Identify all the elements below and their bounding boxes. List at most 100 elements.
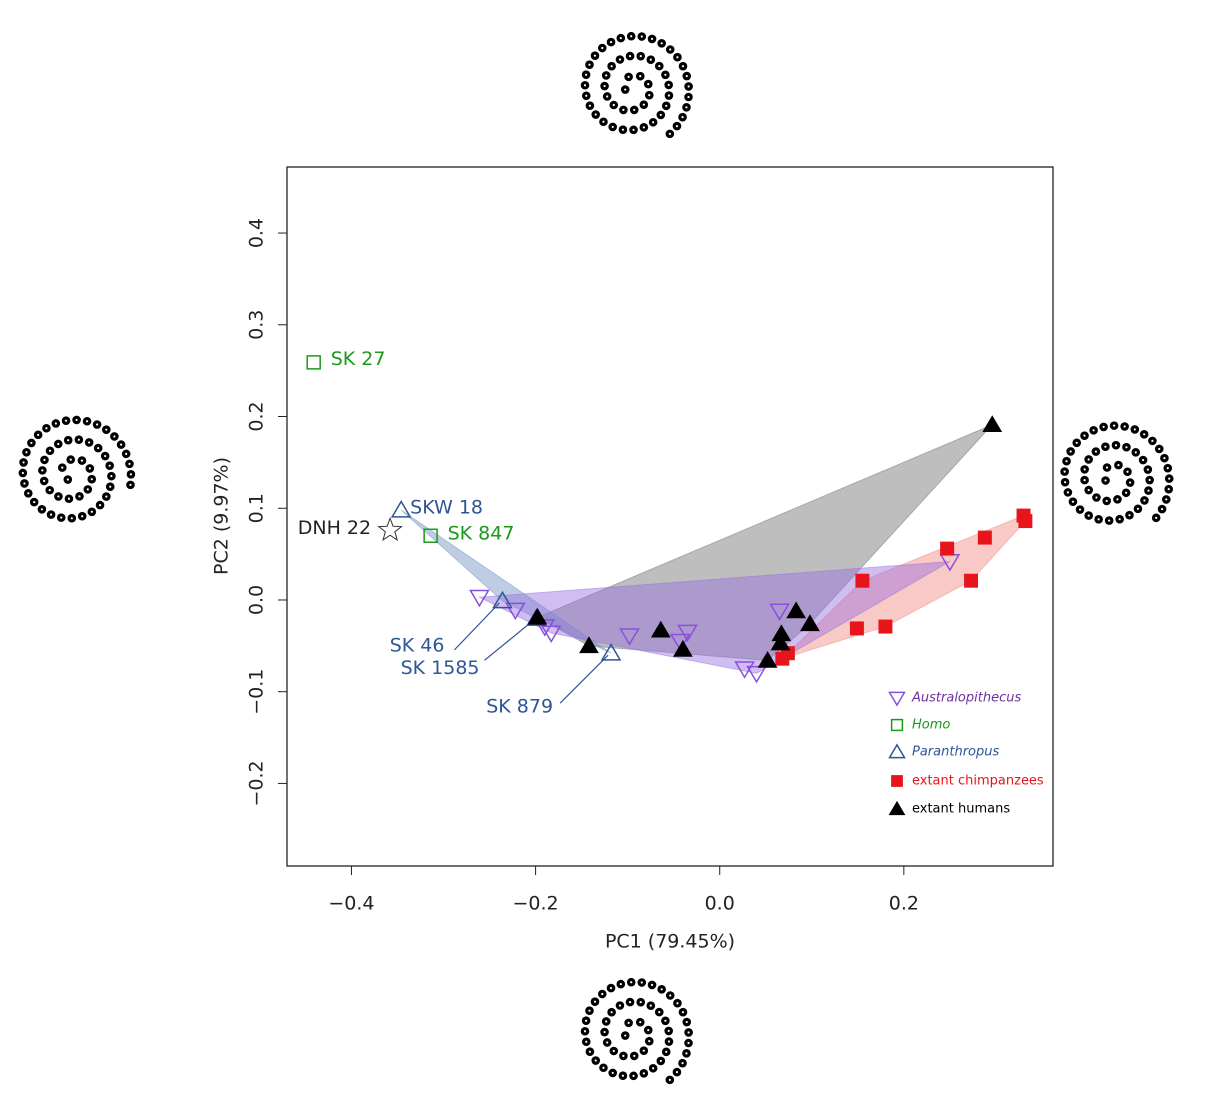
spiral-dot-center — [1066, 491, 1069, 494]
spiral-dot-center — [21, 471, 24, 475]
spiral-dot-center — [621, 1074, 625, 1077]
point — [977, 530, 992, 545]
spiral-dot-center — [584, 1019, 588, 1022]
spiral-dot-center — [633, 1054, 636, 1058]
spiral-dot-center — [1087, 458, 1090, 461]
point — [579, 636, 599, 654]
spiral-dot-center — [1166, 467, 1169, 470]
spiral-dot-center — [652, 121, 655, 124]
spiral-dot-center — [108, 464, 111, 467]
spiral-dot-center — [622, 108, 625, 112]
spiral-dot-center — [1113, 424, 1116, 427]
spiral-dot-center — [624, 88, 627, 91]
point — [770, 633, 791, 651]
spiral-dot-center — [624, 1034, 627, 1037]
spiral-dot-center — [583, 84, 587, 87]
spiral-dot-center — [23, 482, 26, 485]
spiral-dot-center — [1146, 468, 1149, 471]
spiral-dot-center — [609, 986, 613, 990]
spiral-dot-center — [1083, 434, 1086, 437]
spiral-dot-center — [642, 1072, 645, 1075]
point — [775, 651, 790, 666]
point — [492, 590, 513, 609]
spiral-dot-center — [1095, 496, 1098, 499]
spiral-dot-center — [1117, 463, 1120, 467]
point — [786, 601, 807, 619]
spiral-dot-center — [1143, 499, 1146, 502]
spiral-dot-center — [585, 1040, 588, 1043]
spiral-dot-center — [1065, 460, 1068, 463]
spiral-dot-center — [1114, 444, 1118, 447]
spiral-dot-center — [601, 992, 604, 996]
spiral-dot-center — [1108, 519, 1111, 522]
spiral-dot-center — [1151, 439, 1154, 442]
spiral-dot-center — [594, 1059, 597, 1062]
point — [390, 500, 412, 518]
legend-marker — [888, 691, 906, 707]
spiral-dot-center — [45, 427, 48, 430]
spiral-dot-center — [603, 1030, 606, 1034]
spiral-dot-center — [1075, 441, 1078, 444]
spiral-dot-center — [621, 128, 625, 131]
leader-line — [454, 602, 500, 651]
spiral-dot-center — [78, 495, 81, 498]
spiral-dot-center — [681, 116, 684, 119]
spiral-dot-center — [69, 458, 72, 461]
point — [800, 614, 820, 632]
spiral-dot-center — [658, 1011, 661, 1014]
spiral-dot-center — [1142, 458, 1145, 462]
spiral-dot-center — [54, 422, 57, 425]
spiral-dot-center — [1158, 447, 1161, 451]
spiral-dot-center — [1083, 468, 1086, 471]
spiral-dot-center — [67, 497, 71, 500]
legend-label: extant chimpanzees — [912, 774, 1044, 789]
spiral-dot-center — [77, 438, 80, 441]
spiral-dot-center — [129, 483, 132, 486]
y-axis-title: PC2 (9.97%) — [211, 457, 233, 575]
spiral-dot-center — [639, 1021, 642, 1024]
y-tick-label: 0.2 — [246, 401, 268, 431]
spiral-dot-center — [66, 478, 69, 481]
spiral-dot-center — [632, 1074, 635, 1077]
point — [600, 643, 622, 661]
point — [855, 573, 870, 588]
spiral-dot-center — [97, 446, 100, 450]
spiral-dot-center — [640, 35, 643, 38]
spiral-dot-center — [1104, 479, 1107, 482]
spiral-dot-center — [687, 85, 690, 88]
spiral-dot-center — [27, 492, 30, 495]
convex-hull — [536, 424, 993, 662]
spiral-dot-center — [86, 488, 89, 491]
spiral-dot-center — [30, 441, 33, 445]
point — [757, 650, 778, 668]
spiral-dot-center — [48, 449, 52, 452]
x-tick-label: 0.0 — [705, 893, 735, 915]
spiral-dot-center — [75, 418, 78, 422]
spiral-dot-center — [43, 479, 46, 483]
spiral-dot-center — [675, 1070, 679, 1074]
spiral-dot-center — [659, 113, 662, 117]
spiral-dot-center — [593, 1000, 597, 1003]
point — [940, 541, 955, 556]
leader-line — [559, 654, 609, 704]
spiral-dot-center — [606, 1041, 609, 1044]
spiral-dot-center — [667, 83, 670, 87]
point — [669, 633, 691, 652]
spiral-dot-center — [22, 461, 25, 464]
spiral-dot-center — [80, 459, 84, 462]
spiral-dot-center — [1083, 478, 1086, 482]
spiral-dot-center — [647, 1029, 650, 1032]
spiral-dot-center — [1133, 428, 1136, 431]
spiral-dot-center — [668, 132, 671, 135]
spiral-dot-center — [110, 475, 113, 478]
spiral-dot-center — [1134, 451, 1137, 454]
y-tick-label: 0.3 — [246, 310, 268, 340]
spiral-dot-center — [675, 124, 679, 128]
spiral-dot-center — [669, 48, 672, 51]
spiral-dot-center — [668, 1078, 671, 1081]
spiral-dot-center — [1155, 516, 1158, 519]
spiral-dot-center — [609, 40, 613, 44]
spiral-dot-center — [647, 83, 650, 86]
spiral-dot-center — [627, 75, 630, 78]
